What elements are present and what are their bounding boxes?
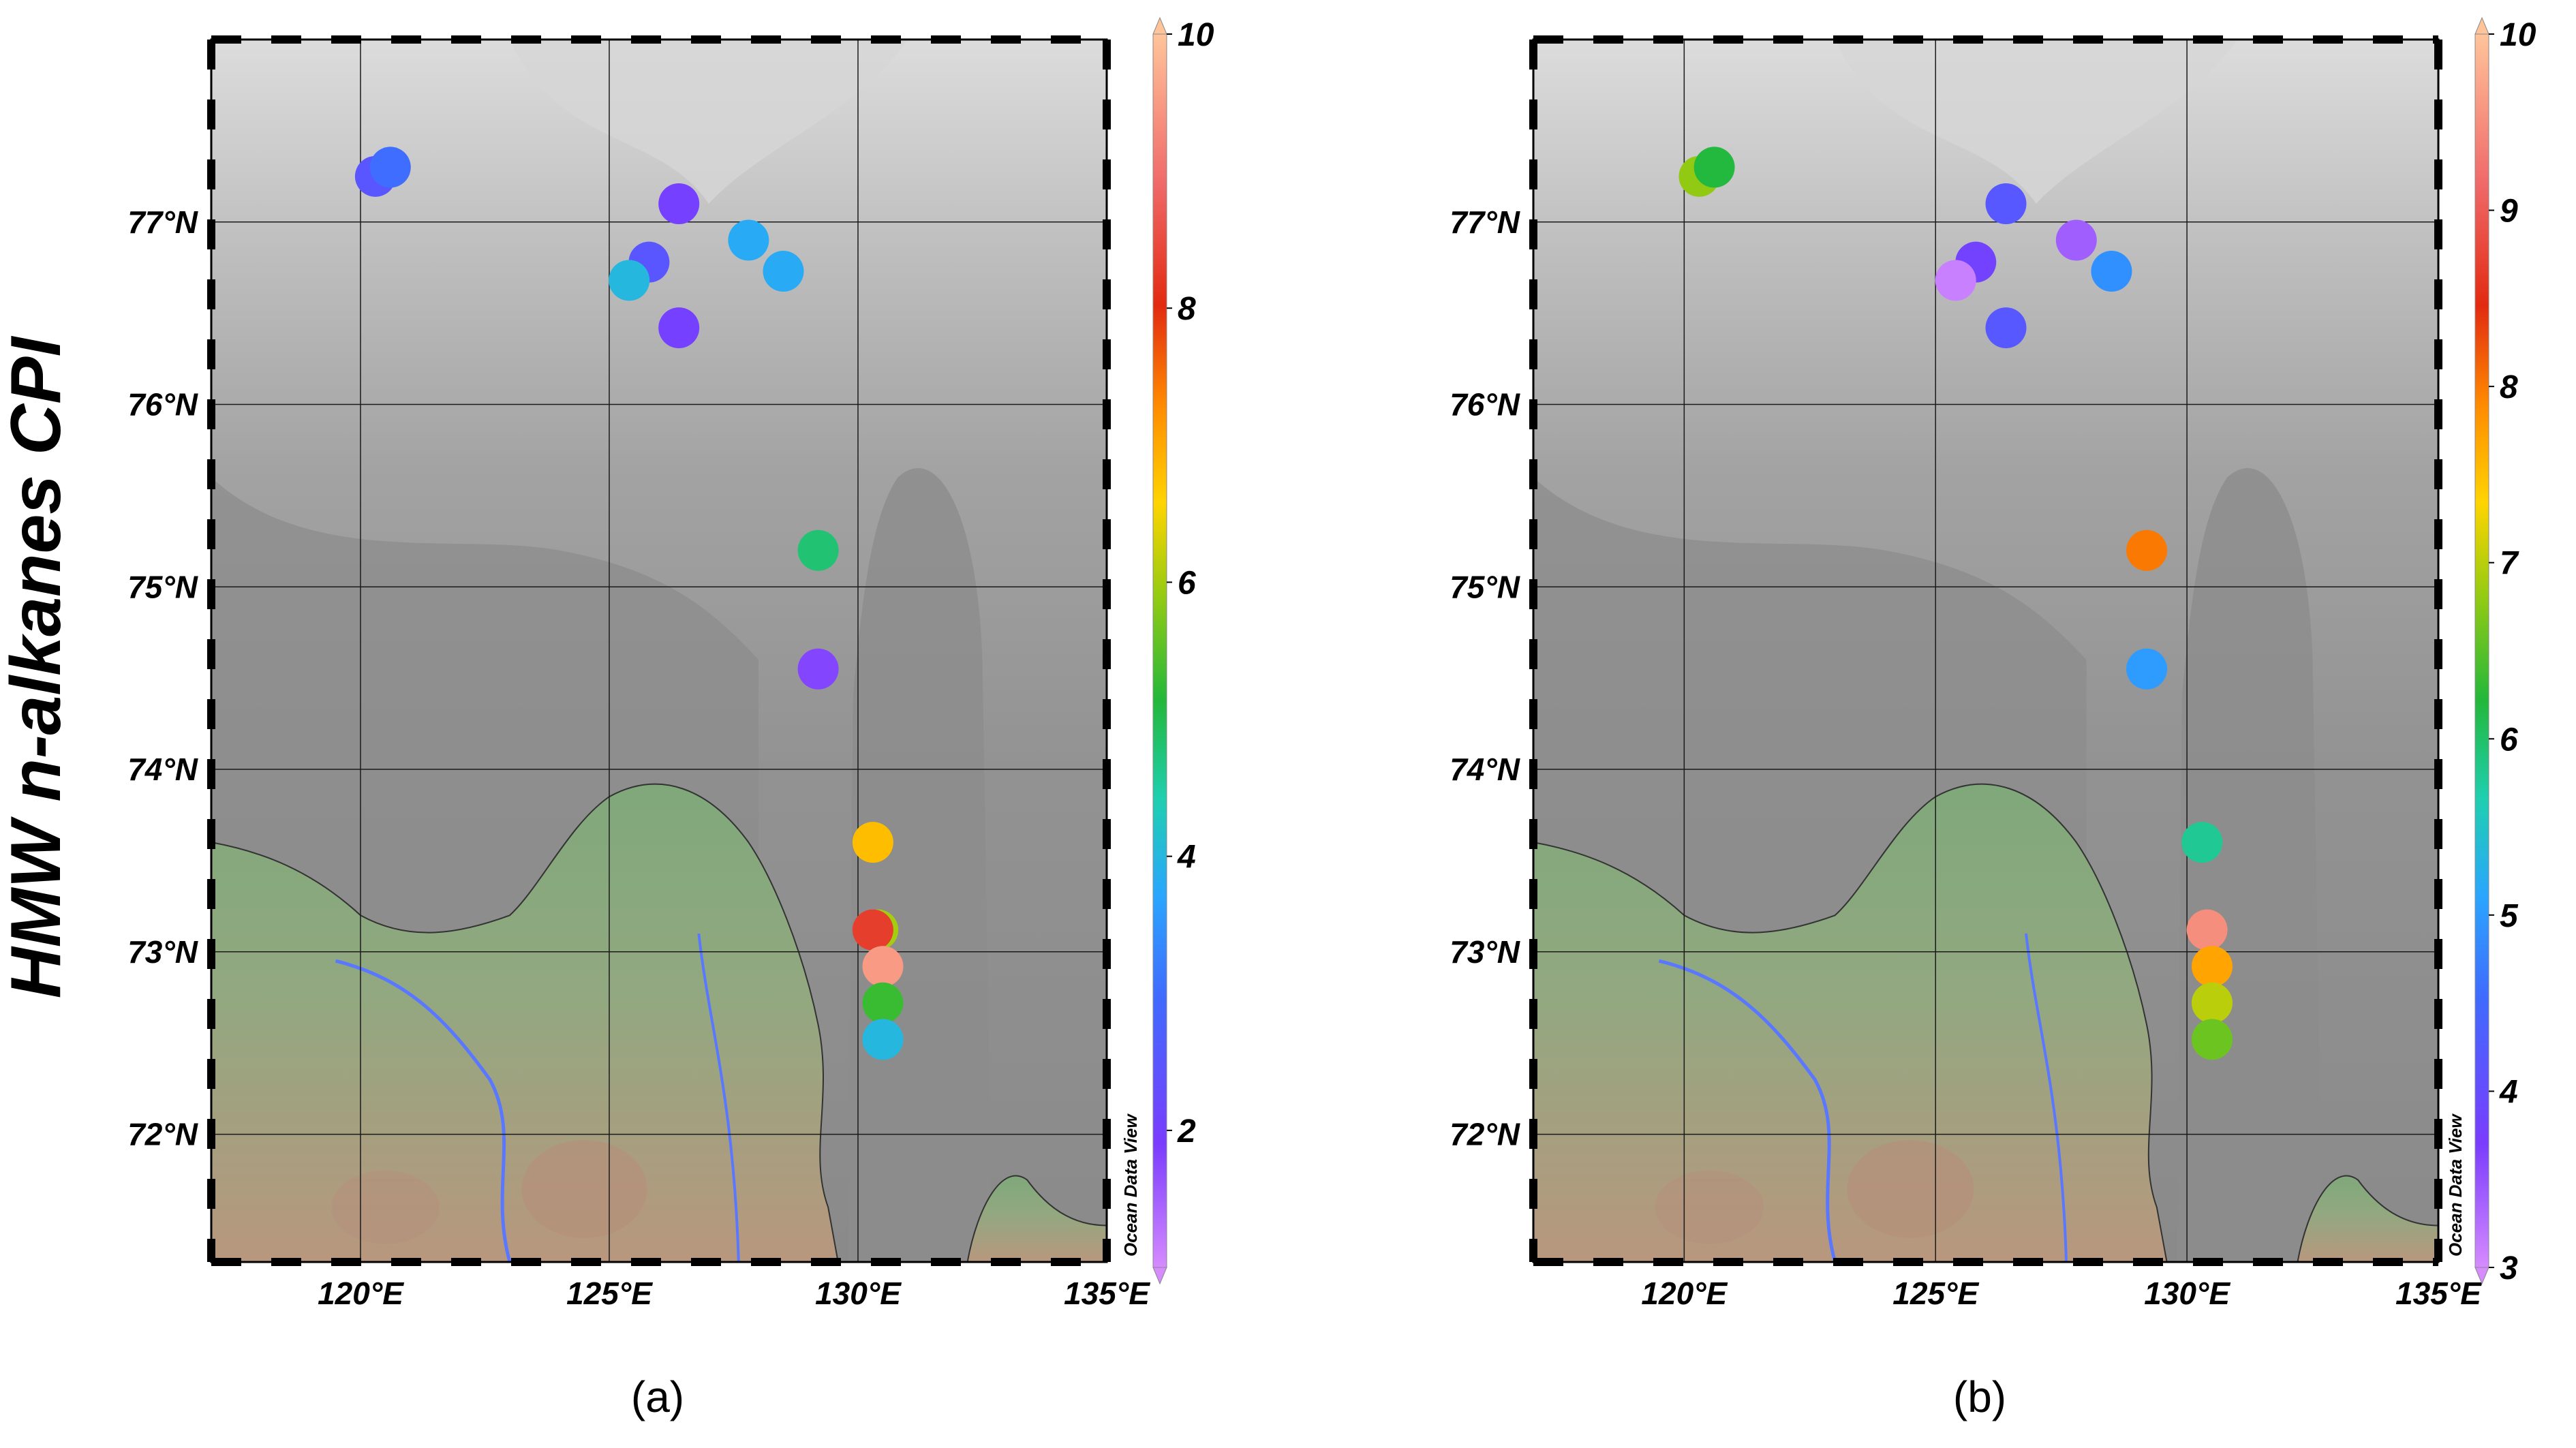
station-point: [797, 529, 839, 571]
station-point: [852, 909, 893, 951]
station-point: [862, 982, 904, 1023]
y-tick-label: 75°N: [127, 569, 198, 604]
panel-b: 120°E 125°E 130°E 135°E 72°N 73°N 74°N 75°N 76°N…: [1450, 16, 2536, 1421]
colorbar: [2474, 33, 2489, 1268]
station-point: [2192, 1019, 2233, 1060]
land-lena-delta: [1533, 783, 2168, 1262]
river: [697, 933, 740, 1262]
station-point: [728, 219, 769, 261]
colorbar-tick-label: 8: [1178, 291, 1196, 327]
land-east-coast: [2297, 1175, 2438, 1262]
station-point: [2186, 909, 2228, 951]
mountain-shade: [331, 1170, 440, 1244]
station-point: [2091, 251, 2132, 292]
station-point: [2126, 529, 2168, 571]
y-tick-label: 74°N: [1450, 752, 1520, 787]
colorbar-tick-label: 4: [2499, 1074, 2518, 1110]
river: [2025, 933, 2068, 1262]
y-axis-title: HMW n-alkanes CPI: [0, 335, 76, 998]
panel-label: (a): [631, 1372, 684, 1421]
x-tick-label: 135°E: [1064, 1276, 1150, 1311]
station-point: [797, 648, 839, 690]
land-lena-delta: [211, 783, 839, 1262]
station-point: [609, 260, 650, 301]
colorbar-max-arrow: [1152, 16, 1167, 35]
odv-label: Ocean Data View: [1120, 1113, 1141, 1257]
station-point: [369, 147, 411, 188]
colorbar-tick-label: 6: [1178, 565, 1196, 601]
x-tick-label: 120°E: [318, 1276, 404, 1311]
station-point: [2055, 219, 2097, 261]
river: [1658, 959, 1837, 1262]
y-tick-label: 73°N: [1450, 934, 1520, 970]
colorbar: [1152, 33, 1167, 1268]
colorbar-tick-label: 6: [2500, 722, 2518, 758]
colorbar-min-arrow: [2474, 1267, 2489, 1285]
station-point: [658, 183, 700, 224]
y-tick-label: 76°N: [127, 387, 198, 422]
mountain-shade: [1847, 1140, 1974, 1238]
river: [335, 959, 512, 1262]
station-point: [1693, 147, 1735, 188]
map-area: [1533, 40, 2438, 1262]
x-tick-label: 125°E: [566, 1276, 653, 1311]
x-tick-label: 120°E: [1641, 1276, 1728, 1311]
y-tick-label: 76°N: [1450, 387, 1520, 422]
station-point: [852, 822, 893, 863]
mountain-shade: [1655, 1170, 1764, 1244]
colorbar-tick-label: 7: [2500, 546, 2519, 582]
x-tick-label: 130°E: [2144, 1276, 2230, 1311]
shelf-shade: [848, 467, 993, 1262]
station-point: [2181, 822, 2223, 863]
station-point: [862, 946, 904, 987]
y-tick-label: 72°N: [127, 1117, 198, 1152]
colorbar-max-arrow: [2474, 16, 2489, 35]
shelf-shade: [2177, 467, 2323, 1262]
odv-label: Ocean Data View: [2445, 1113, 2466, 1257]
colorbar-min-arrow: [1152, 1267, 1167, 1285]
colorbar-tick-label: 4: [1177, 839, 1196, 876]
colorbar-tick-label: 2: [1177, 1113, 1196, 1150]
map-area: [211, 40, 1107, 1262]
y-tick-label: 75°N: [1450, 569, 1520, 604]
station-point: [1985, 307, 2027, 349]
station-point: [862, 1019, 904, 1060]
colorbar-tick-label: 5: [2500, 898, 2519, 934]
x-tick-label: 125°E: [1892, 1276, 1979, 1311]
mountain-shade: [521, 1140, 647, 1238]
station-point: [2192, 946, 2233, 987]
panel-label: (b): [1953, 1372, 2006, 1421]
panel-a: 120°E 125°E 130°E 135°E 72°N 73°N 74°N 75°N 76°N…: [127, 16, 1214, 1421]
colorbar-tick-label: 10: [1178, 17, 1214, 53]
y-tick-label: 77°N: [127, 204, 198, 240]
station-point: [2192, 982, 2233, 1023]
y-tick-label: 72°N: [1450, 1117, 1520, 1152]
y-tick-label: 73°N: [127, 934, 198, 970]
colorbar-tick-label: 9: [2500, 194, 2518, 230]
station-point: [763, 251, 804, 292]
x-tick-label: 130°E: [815, 1276, 902, 1311]
station-point: [2126, 648, 2168, 690]
colorbar-tick-label: 3: [2500, 1250, 2518, 1287]
colorbar-tick-label: 8: [2500, 369, 2518, 405]
station-point: [658, 307, 700, 349]
land-east-coast: [966, 1175, 1107, 1262]
y-tick-label: 74°N: [127, 752, 198, 787]
colorbar-tick-label: 10: [2500, 17, 2536, 53]
station-point: [1985, 183, 2027, 224]
x-tick-label: 135°E: [2395, 1276, 2482, 1311]
station-point: [1935, 260, 1976, 301]
y-tick-label: 77°N: [1450, 204, 1520, 240]
